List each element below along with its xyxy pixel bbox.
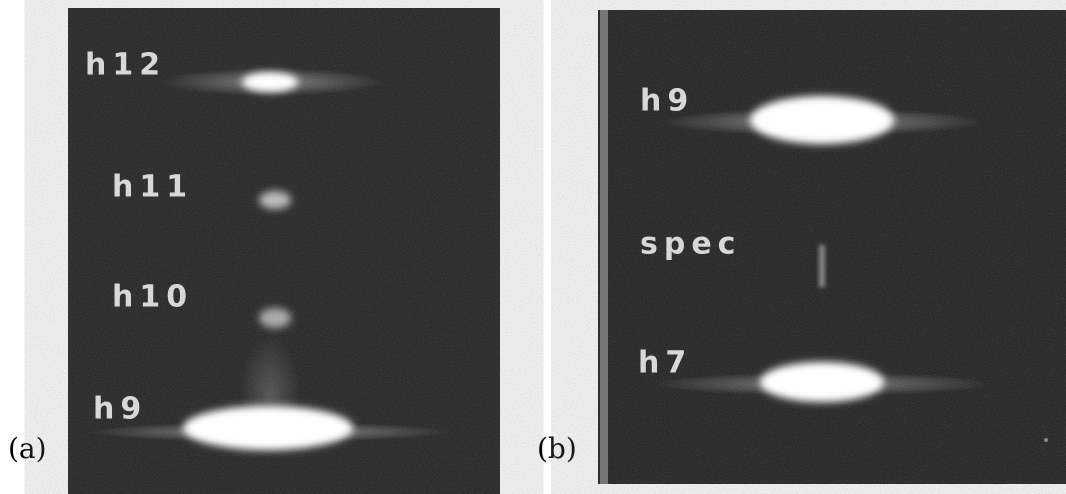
spot <box>259 308 291 328</box>
annotation: spec <box>640 227 741 262</box>
image-noise <box>598 10 1066 484</box>
annotation: h12 <box>85 48 166 83</box>
annotation: h9 <box>640 84 694 119</box>
panel-label: (b) <box>537 432 577 465</box>
spot <box>259 191 291 209</box>
panel-a: (a) h12 h11 h10 h9 <box>8 8 500 494</box>
spec-streak <box>819 245 825 287</box>
spot <box>760 362 884 402</box>
annotation: h7 <box>638 346 692 381</box>
annotation: h9 <box>93 392 147 427</box>
panel-b: (b) h9 spec h7 <box>537 10 1066 484</box>
spot <box>242 72 298 92</box>
spot <box>183 406 353 450</box>
spot <box>750 96 894 144</box>
image-edge <box>600 10 608 484</box>
dot <box>1044 438 1048 442</box>
annotation: h11 <box>112 170 193 205</box>
annotation: h10 <box>112 280 193 315</box>
panel-label: (a) <box>8 432 47 465</box>
